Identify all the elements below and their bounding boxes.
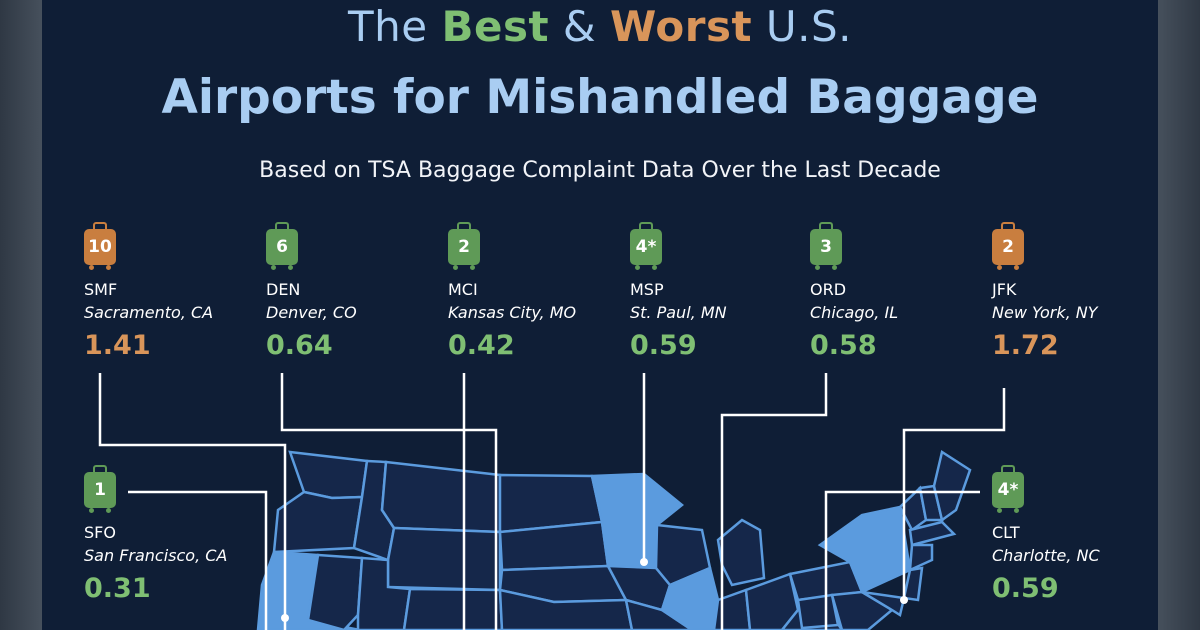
title-line-2: Airports for Mishandled Baggage [161, 70, 1039, 125]
state-ct [908, 543, 934, 573]
rank-label: 2 [458, 237, 470, 257]
complaint-value: 0.64 [266, 330, 333, 361]
infographic-panel: The Best & Worst U.S. Airports for Misha… [42, 0, 1158, 630]
state-il [660, 566, 720, 630]
state-nj [902, 566, 924, 602]
airport-marker-msp [640, 558, 648, 566]
state-mi [716, 518, 766, 587]
leader-line-ord [720, 373, 828, 630]
state-co [402, 587, 504, 630]
airport-code: MSP [630, 280, 664, 299]
state-nv [306, 553, 364, 630]
complaint-value: 0.31 [84, 573, 151, 604]
airport-code: SFO [84, 523, 116, 542]
state-mo [624, 598, 695, 630]
state-wy [386, 526, 502, 592]
leader-line-jfk [902, 388, 1006, 600]
us-map [98, 373, 1006, 630]
complaint-value: 0.59 [992, 573, 1059, 604]
rank-label: 4* [997, 480, 1019, 500]
suitcase-icon: 4* [992, 465, 1024, 513]
leader-line-clt [824, 490, 980, 630]
state-wa [288, 450, 369, 500]
airport-marker-jfk [900, 596, 908, 604]
airport-card-den: 6 DEN Denver, CO 0.64 [266, 222, 436, 361]
airport-card-msp: 4* MSP St. Paul, MN 0.59 [630, 222, 800, 361]
suitcase-icon: 2 [992, 222, 1024, 270]
complaint-value: 1.41 [84, 330, 151, 361]
airport-code: DEN [266, 280, 301, 299]
airport-city: San Francisco, CA [84, 546, 228, 565]
rank-label: 6 [276, 237, 288, 257]
airport-marker-smf [281, 614, 289, 622]
airport-city: New York, NY [992, 303, 1098, 322]
rank-label: 4* [635, 237, 657, 257]
airport-code: JFK [992, 280, 1017, 299]
airport-card-ord: 3 ORD Chicago, IL 0.58 [810, 222, 980, 361]
airport-code: SMF [84, 280, 118, 299]
airport-card-jfk: 2 JFK New York, NY 1.72 [992, 222, 1158, 361]
left-backdrop [0, 0, 42, 630]
state-mt [380, 460, 502, 534]
airport-card-mci: 2 MCI Kansas City, MO 0.42 [448, 222, 618, 361]
leader-line-sfo [128, 490, 268, 630]
complaint-value: 0.42 [448, 330, 515, 361]
airport-card-sfo: 1 SFO San Francisco, CA 0.31 [84, 465, 254, 604]
title-amp: & [562, 2, 597, 51]
leader-line-smf [98, 373, 287, 630]
airport-code: ORD [810, 280, 847, 299]
title-line-1: The Best & Worst U.S. [42, 2, 1158, 51]
subtitle: Based on TSA Baggage Complaint Data Over… [259, 158, 941, 183]
airport-code: MCI [448, 280, 478, 299]
suitcase-icon: 2 [448, 222, 480, 270]
airport-city: Denver, CO [266, 303, 357, 322]
state-wv [796, 593, 840, 630]
rank-label: 10 [88, 237, 112, 257]
title-worst: Worst [610, 2, 753, 51]
airport-code: CLT [992, 523, 1020, 542]
state-or [272, 490, 364, 554]
leader-line-den [280, 373, 498, 630]
title-prefix: The [348, 2, 428, 51]
suitcase-icon: 4* [630, 222, 662, 270]
airport-city: St. Paul, MN [630, 303, 727, 322]
rank-label: 2 [1002, 237, 1014, 257]
suitcase-icon: 1 [84, 465, 116, 513]
rank-label: 1 [94, 480, 106, 500]
complaint-value: 1.72 [992, 330, 1059, 361]
title-suffix: U.S. [765, 2, 852, 51]
state-ma [908, 520, 957, 547]
suitcase-icon: 10 [84, 222, 116, 270]
right-backdrop [1158, 0, 1200, 630]
airport-card-smf: 10 SMF Sacramento, CA 1.41 [84, 222, 254, 361]
state-in [712, 588, 752, 630]
airport-city: Chicago, IL [810, 303, 899, 322]
complaint-value: 0.59 [630, 330, 697, 361]
complaint-value: 0.58 [810, 330, 877, 361]
airport-card-clt: 4* CLT Charlotte, NC 0.59 [992, 465, 1158, 604]
state-me [932, 449, 972, 523]
airport-city: Sacramento, CA [84, 303, 214, 322]
suitcase-icon: 6 [266, 222, 298, 270]
title-best: Best [441, 2, 550, 51]
rank-label: 3 [820, 237, 832, 257]
airport-city: Charlotte, NC [992, 546, 1100, 565]
state-md [861, 590, 906, 617]
suitcase-icon: 3 [810, 222, 842, 270]
airport-city: Kansas City, MO [448, 303, 577, 322]
state-sd [498, 520, 610, 572]
